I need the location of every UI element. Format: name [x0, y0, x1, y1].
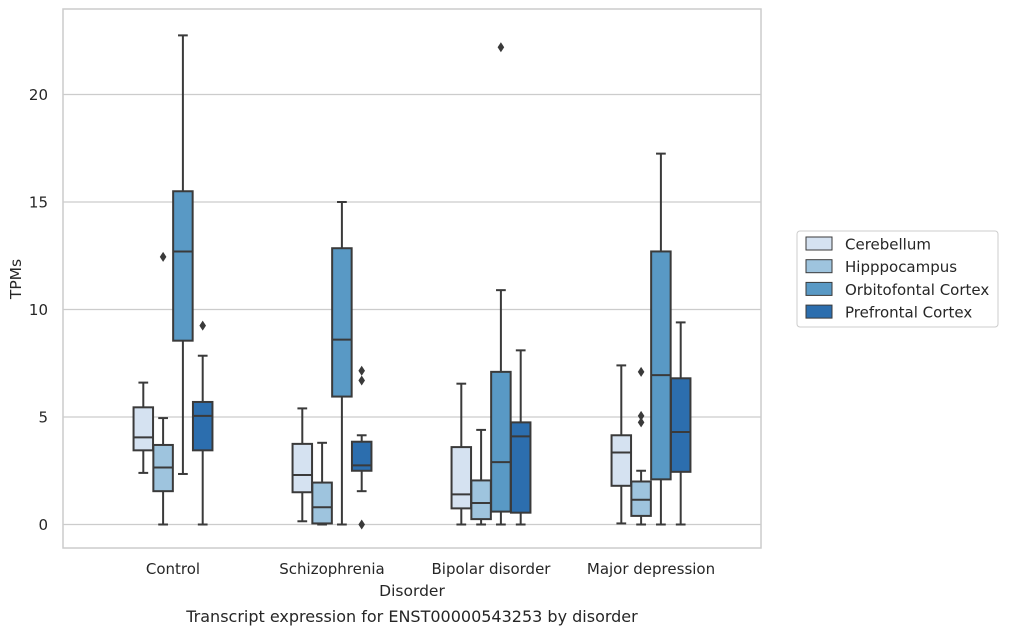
outlier-point — [199, 320, 206, 331]
legend-swatch — [805, 236, 833, 251]
legend-swatch — [805, 281, 833, 296]
x-tick-label: Schizophrenia — [279, 560, 384, 578]
outlier-point — [358, 519, 365, 530]
box — [172, 190, 194, 342]
box — [669, 377, 692, 473]
series-orbitofontal-cortex — [172, 34, 672, 526]
y-tick-label: 10 — [29, 301, 48, 319]
box — [331, 247, 353, 398]
series-hipppocampus — [152, 251, 652, 526]
x-axis-ticks: Control Schizophrenia Bipolar disorder Majo… — [146, 560, 715, 578]
outlier-point — [637, 417, 645, 428]
box — [311, 481, 333, 525]
legend-frame — [796, 230, 999, 328]
box — [610, 434, 633, 487]
box — [650, 250, 672, 481]
y-tick-label: 20 — [29, 86, 48, 104]
legend-label: Cerebellum — [845, 236, 931, 254]
y-tick-label: 0 — [38, 516, 48, 534]
box-series-layer — [132, 34, 692, 530]
box — [509, 421, 532, 514]
box — [191, 400, 214, 452]
y-axis-label: TPMs — [7, 259, 25, 300]
y-tick-label: 15 — [29, 194, 48, 212]
box — [291, 442, 314, 494]
legend-swatch — [805, 259, 833, 274]
box — [470, 479, 492, 521]
legend-label: Prefrontal Cortex — [845, 304, 972, 322]
chart-caption: Transcript expression for ENST0000054325… — [185, 607, 638, 626]
legend: Cerebellum Hipppocampus Orbitofontal Corte… — [796, 230, 999, 328]
outlier-point — [637, 366, 645, 377]
series-prefrontal-cortex — [191, 320, 692, 530]
legend-swatch — [805, 304, 833, 319]
box — [630, 480, 652, 517]
x-tick-label: Major depression — [587, 560, 715, 578]
plot-frame — [62, 8, 762, 549]
box — [490, 370, 512, 513]
legend-label: Orbitofontal Cortex — [845, 281, 989, 299]
x-tick-label: Control — [146, 560, 200, 578]
outlier-point — [637, 410, 645, 421]
x-tick-label: Bipolar disorder — [432, 560, 552, 578]
y-tick-label: 5 — [38, 409, 48, 427]
x-axis-label: Disorder — [379, 582, 445, 600]
series-cerebellum — [132, 364, 633, 526]
box — [450, 446, 473, 510]
outlier-point — [497, 42, 505, 53]
y-axis-ticks: 0 5 10 15 20 — [29, 86, 48, 534]
outlier-point — [159, 251, 167, 262]
outlier-point — [358, 365, 365, 376]
legend-label: Hipppocampus — [845, 258, 957, 276]
box — [132, 406, 155, 452]
outlier-point — [358, 375, 365, 386]
box — [350, 440, 373, 472]
